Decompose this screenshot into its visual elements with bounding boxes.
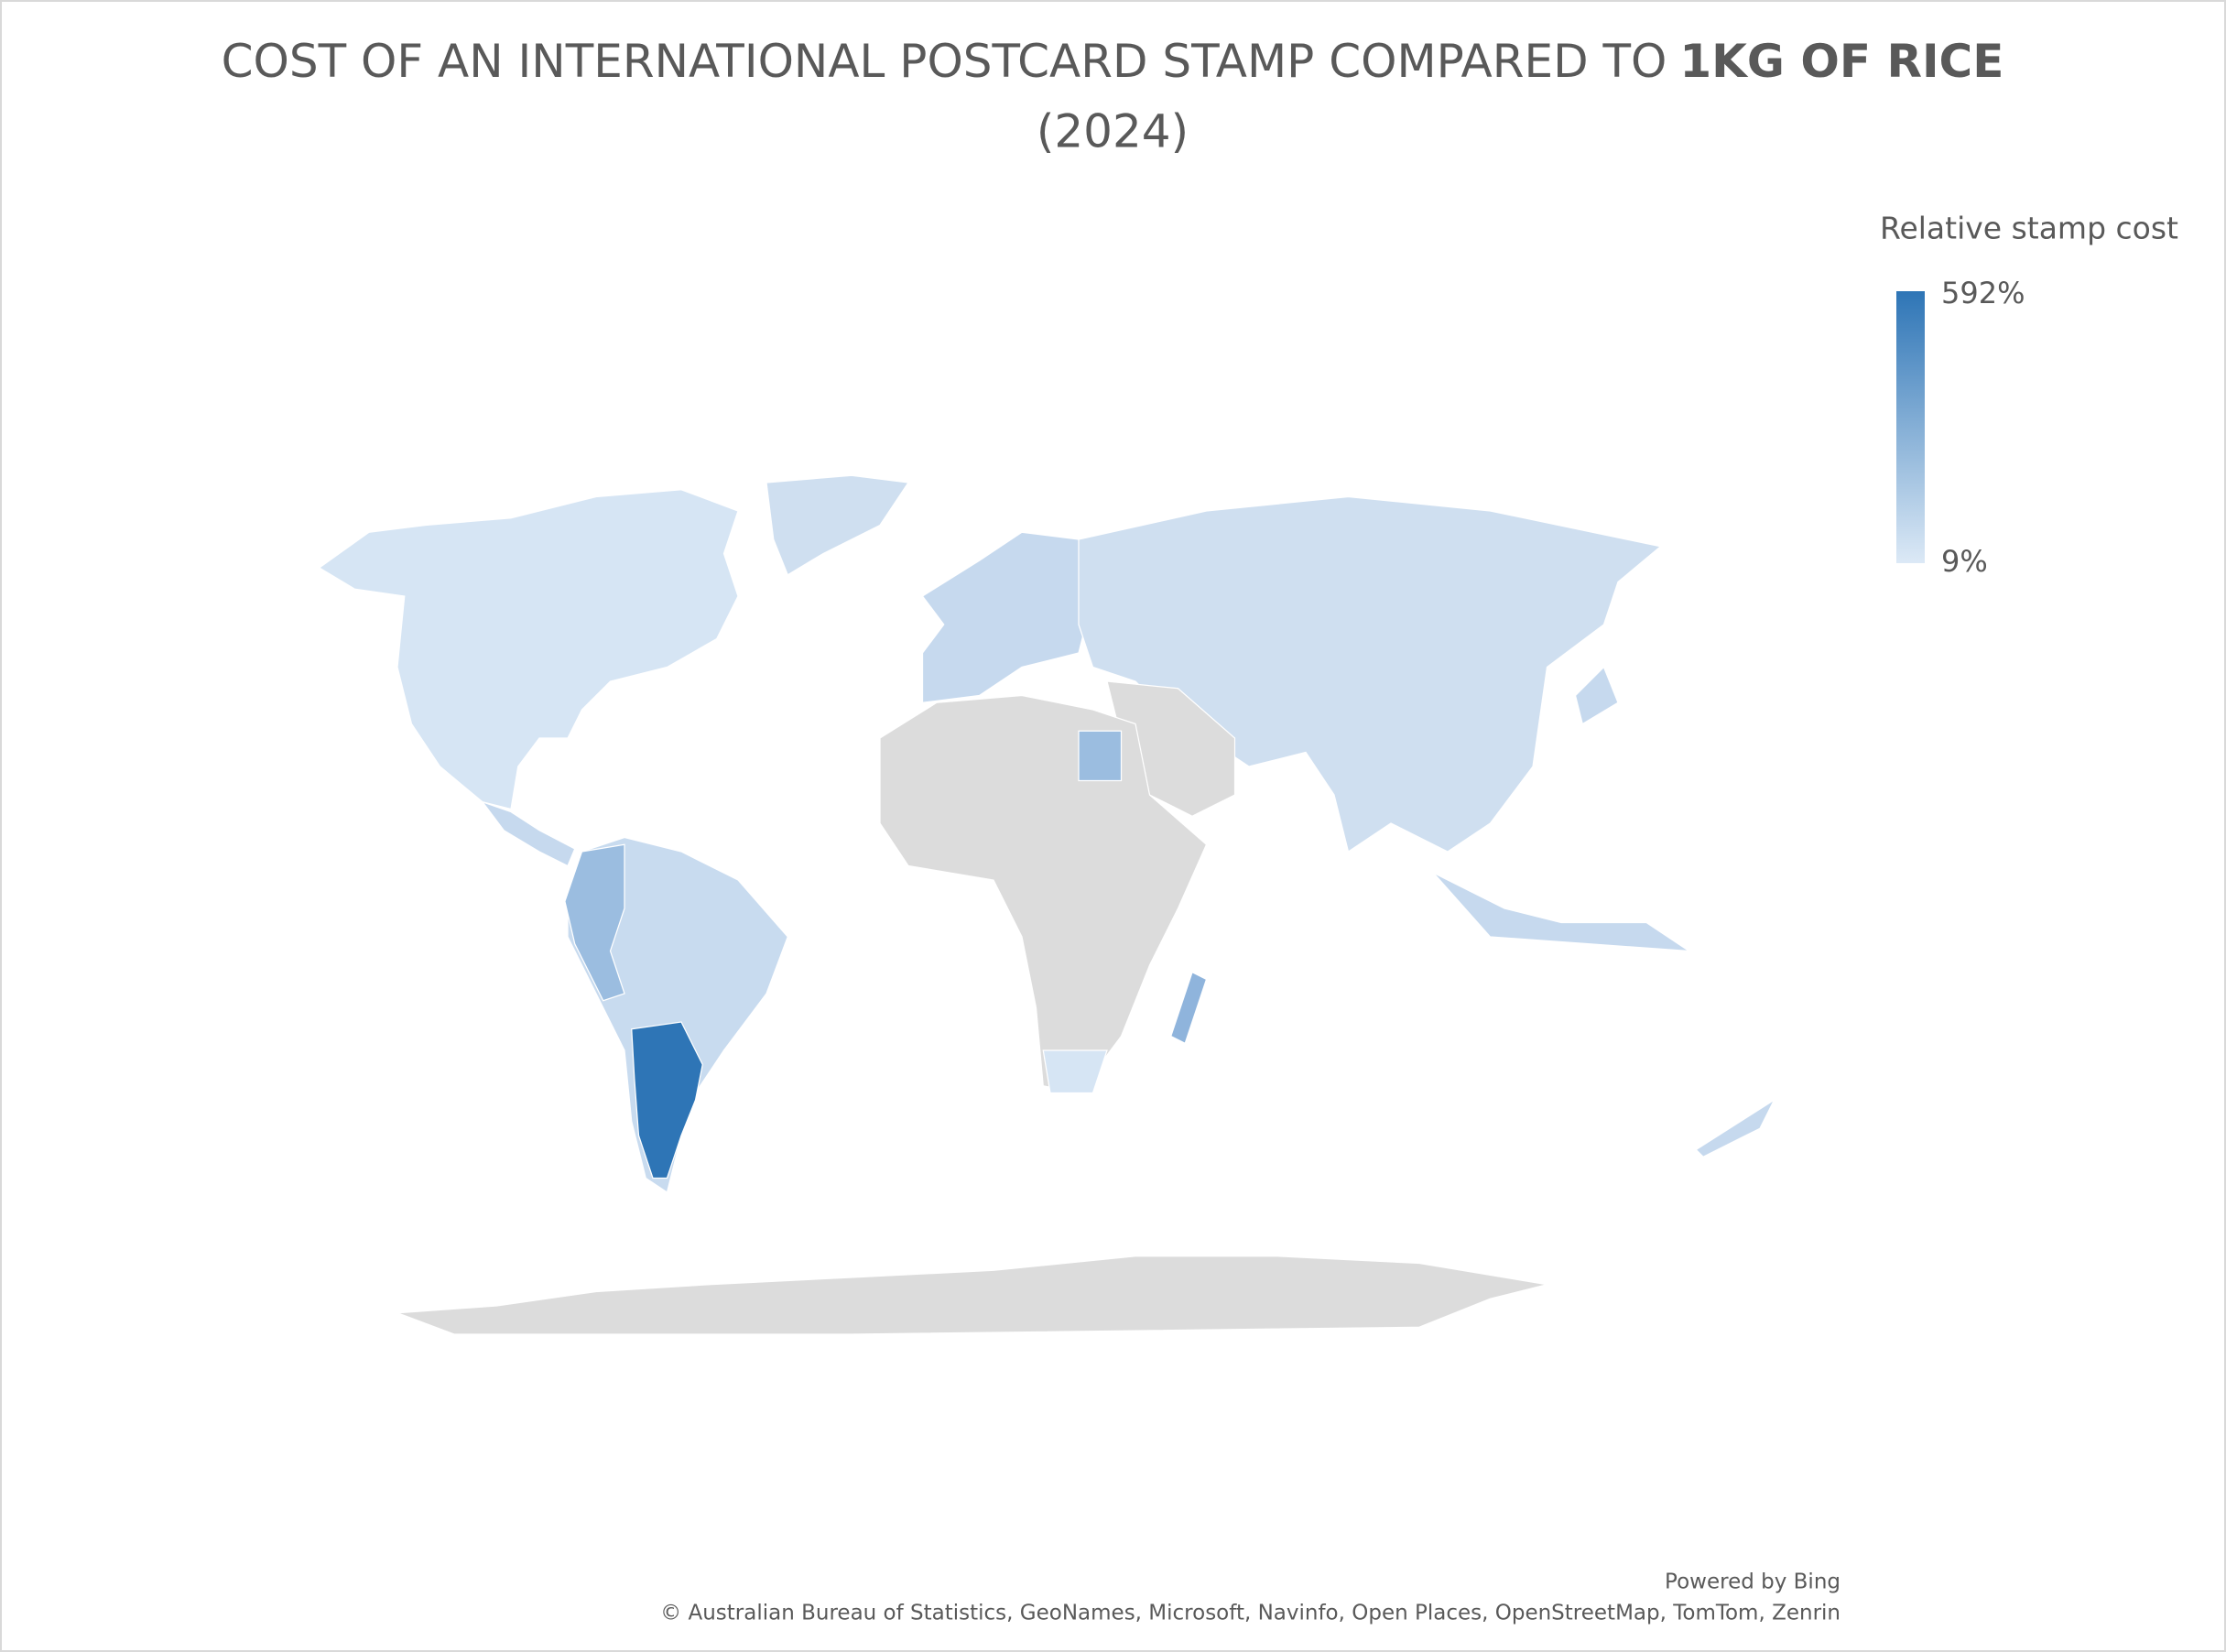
map [318,474,1776,1335]
legend-min-label: 9% [1941,544,1988,579]
central-america [481,800,576,867]
legend-max-label: 592% [1941,276,2025,310]
japan [1574,666,1619,725]
greenland [766,474,910,576]
powered-by: Powered by Bing [1665,1570,1841,1594]
chart-title: COST OF AN INTERNATIONAL POSTCARD STAMP … [222,35,2004,88]
egypt [1078,730,1123,782]
legend-gradient [1896,291,1925,563]
argentina [631,1021,703,1179]
title-text: COST OF AN INTERNATIONAL POSTCARD STAMP … [222,35,1667,88]
north-america [318,489,739,810]
title-emphasis: 1KG OF RICE [1679,35,2003,88]
legend: 592% 9% [1896,276,2025,579]
madagascar [1169,971,1208,1045]
southern-africa [1042,1049,1108,1094]
indonesia [1433,872,1691,952]
africa [879,694,1208,1094]
new-zealand [1695,1098,1776,1158]
antarctica [396,1255,1547,1335]
europe [921,531,1094,703]
legend-title: Relative stamp cost [1880,211,2178,246]
andean-countries [564,843,625,1002]
chart-subtitle: (2024) [1037,105,1189,158]
attribution: © Australian Bureau of Statistics, GeoNa… [660,1602,1841,1625]
